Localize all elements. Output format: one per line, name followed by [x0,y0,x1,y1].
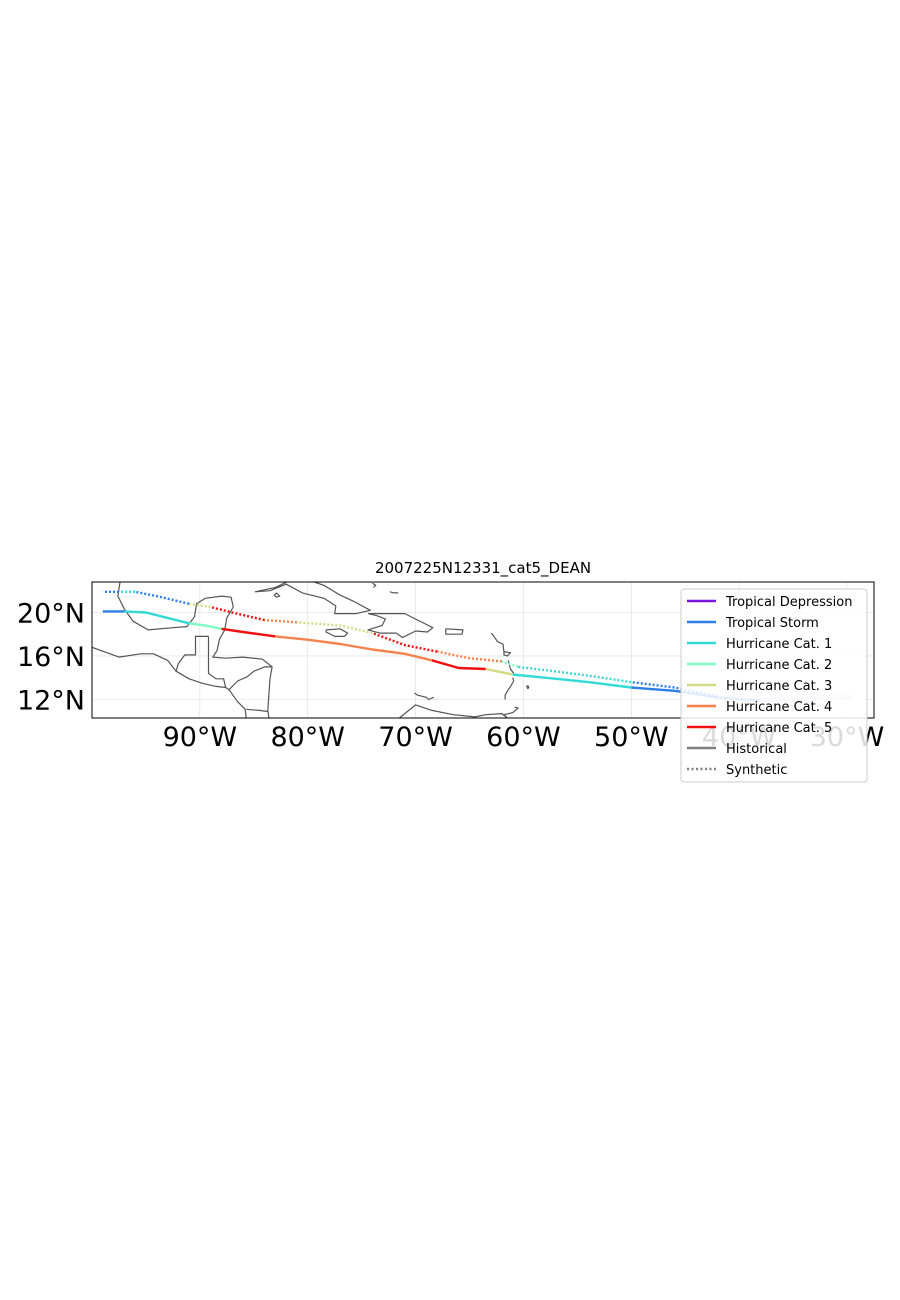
synthetic-track-segment-3 [501,660,519,669]
coastline-dominica-martinique [507,660,515,674]
historical-track-segment-4 [431,659,486,671]
legend-label-3: Hurricane Cat. 2 [726,658,832,673]
coastline-nicaragua-costa-rica-border [246,708,268,713]
coastlines [92,542,530,718]
coastline-bahamas-3 [372,582,377,588]
synthetic-track-segment-6 [296,621,373,635]
coastline-caicos [389,591,399,594]
coastline-guadeloupe [503,651,512,657]
coastline-mexico-gulf-coast [117,582,273,718]
coastline-honduras-nicaragua-border [228,666,273,691]
historical-track-segment-2 [512,673,632,689]
historical-track-segment-8 [124,610,190,625]
synthetic-track-segment-8 [210,605,265,622]
legend-label-8: Synthetic [726,763,787,778]
historical-track-segment-7 [188,622,222,630]
coastline-jamaica [325,628,349,638]
historical-track-segment-3 [485,667,513,676]
historical-track-segment-6 [221,627,276,638]
x-tick-label-2: 70°W [378,722,453,753]
y-tick-label-0: 12°N [17,686,85,717]
legend-label-0: Tropical Depression [725,595,852,610]
coastline-cuba [254,582,371,615]
coastline-hispaniola [367,612,434,639]
coastline-guatemala-honduras-border [207,657,227,688]
y-axis-ticks: 12°N 16°N 20°N [17,598,85,716]
historical-track-segment-5 [275,635,433,662]
coastline-bahamas-2 [355,574,362,578]
x-tick-label-3: 60°W [486,722,561,753]
legend-label-4: Hurricane Cat. 3 [726,679,832,694]
y-tick-label-1: 16°N [17,642,85,673]
map-frame [91,581,875,719]
coastline-lesser-antilles-north [490,632,505,653]
legend-label-2: Hurricane Cat. 1 [726,637,832,652]
coastline-mexico-guatemala-border [175,635,209,672]
legend-label-5: Hurricane Cat. 4 [726,700,832,715]
x-tick-label-1: 80°W [270,722,345,753]
coastline-venezuela-coast [399,704,508,718]
legend-label-7: Historical [726,742,787,757]
coastline-bahamas-1 [327,542,335,568]
legend-label-1: Tropical Storm [725,616,819,631]
coastline-barbados [526,684,530,690]
synthetic-track-segment-1 [631,680,718,698]
coastline-puerto-rico [445,628,464,635]
legend-label-6: Hurricane Cat. 5 [726,721,832,736]
coastline-abc-islands [414,692,435,701]
synthetic-track-segment-4 [436,650,503,663]
map-title: 2007225N12331_cat5_DEAN [375,559,591,578]
x-tick-label-4: 50°W [594,722,669,753]
coastline-pacific-coast [92,646,247,718]
synthetic-track-segment-5 [371,631,438,653]
legend: Tropical Depression Tropical Storm Hurrica… [680,588,868,783]
synthetic-track-segment-7 [264,618,297,624]
synthetic-track-segment-2 [517,665,632,684]
synthetic-track-segment-10 [134,590,190,605]
x-tick-label-0: 90°W [163,722,238,753]
legend-box [680,588,868,783]
coastline-isla-juventud [273,592,281,598]
coastline-st-lucia-grenadines [504,677,515,700]
y-tick-label-2: 20°N [17,598,85,629]
